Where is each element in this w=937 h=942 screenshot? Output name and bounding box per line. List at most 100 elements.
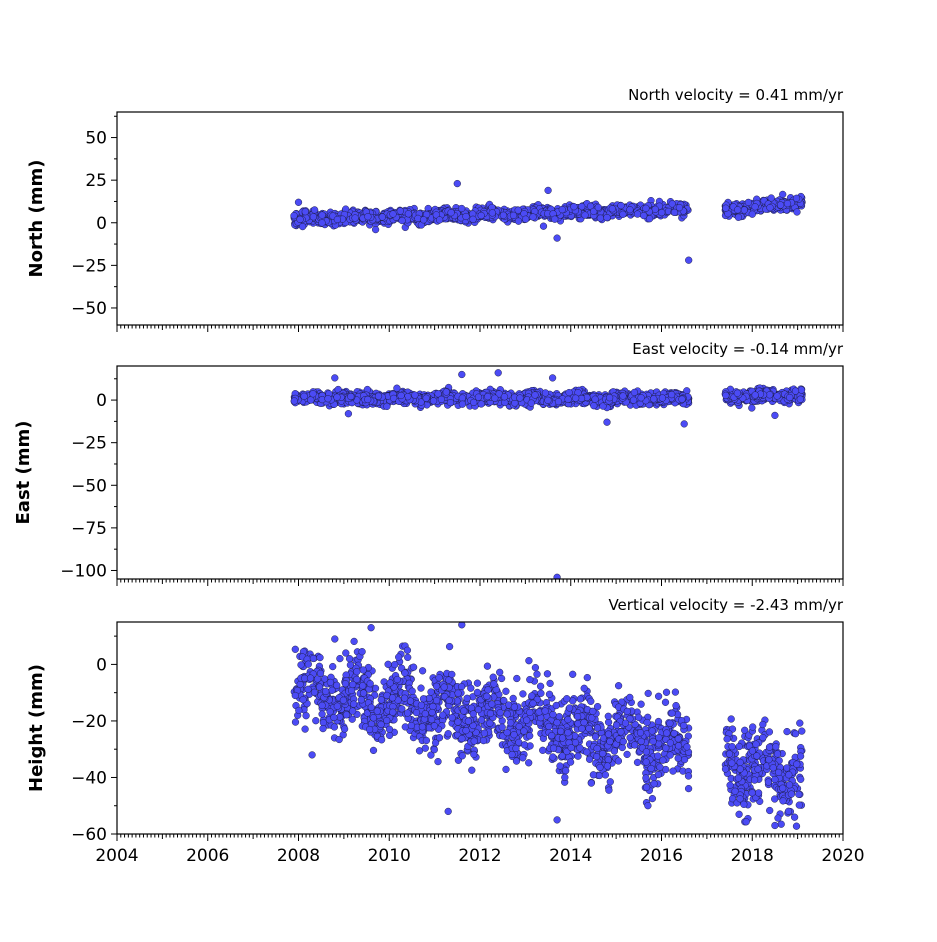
data-point: [565, 396, 572, 403]
data-point: [312, 717, 319, 724]
data-point: [520, 691, 527, 698]
data-point: [569, 671, 576, 678]
data-point: [681, 421, 688, 428]
data-point: [399, 217, 406, 224]
y-tick-label: −50: [71, 476, 107, 496]
data-point: [590, 771, 597, 778]
data-point: [364, 396, 371, 403]
data-point: [436, 674, 443, 681]
data-point: [774, 393, 781, 400]
data-point: [634, 211, 641, 218]
data-point: [500, 212, 507, 219]
data-point: [331, 375, 338, 382]
data-point: [325, 395, 332, 402]
data-point: [438, 396, 445, 403]
data-point: [474, 689, 481, 696]
data-point: [394, 385, 401, 392]
data-point: [431, 746, 438, 753]
y-tick-label: −100: [60, 561, 107, 581]
data-point: [540, 223, 547, 230]
y-tick-label: −25: [71, 256, 107, 276]
data-point: [500, 697, 507, 704]
data-point: [365, 213, 372, 220]
data-point: [681, 756, 688, 763]
data-point: [772, 412, 779, 419]
data-point: [722, 392, 729, 399]
data-point: [583, 749, 590, 756]
data-point: [302, 726, 309, 733]
height-points: [291, 621, 805, 829]
data-point: [673, 702, 680, 709]
data-point: [752, 203, 759, 210]
data-point: [679, 396, 686, 403]
data-point: [549, 375, 556, 382]
data-point: [544, 670, 551, 677]
data-point: [620, 211, 627, 218]
data-point: [311, 689, 318, 696]
data-point: [597, 215, 604, 222]
data-point: [588, 780, 595, 787]
data-point: [337, 655, 344, 662]
data-point: [767, 204, 774, 211]
east-y-axis-label: East (mm): [13, 421, 34, 525]
data-point: [526, 732, 533, 739]
data-point: [501, 393, 508, 400]
data-point: [640, 212, 647, 219]
data-point: [554, 235, 561, 242]
data-point: [609, 205, 616, 212]
data-point: [528, 400, 535, 407]
data-point: [752, 392, 759, 399]
data-point: [559, 206, 566, 213]
data-point: [545, 397, 552, 404]
data-point: [620, 393, 627, 400]
data-point: [631, 389, 638, 396]
data-point: [734, 206, 741, 213]
data-point: [398, 392, 405, 399]
data-point: [319, 212, 326, 219]
data-point: [577, 696, 584, 703]
data-point: [423, 395, 430, 402]
data-point: [503, 688, 510, 695]
data-point: [648, 765, 655, 772]
data-point: [722, 205, 729, 212]
data-point: [372, 226, 379, 233]
data-point: [571, 203, 578, 210]
data-point: [436, 217, 443, 224]
y-tick-label: 0: [96, 391, 107, 411]
data-point: [334, 216, 341, 223]
data-point: [397, 208, 404, 215]
east-velocity-title: East velocity = -0.14 mm/yr: [632, 340, 844, 358]
data-point: [291, 212, 298, 219]
data-point: [532, 664, 539, 671]
data-point: [310, 213, 317, 220]
data-point: [793, 195, 800, 202]
data-point: [630, 397, 637, 404]
data-point: [420, 216, 427, 223]
data-point: [572, 395, 579, 402]
data-point: [798, 387, 805, 394]
data-point: [595, 204, 602, 211]
data-point: [404, 654, 411, 661]
data-point: [379, 214, 386, 221]
data-point: [302, 208, 309, 215]
data-point: [329, 663, 336, 670]
data-point: [295, 707, 302, 714]
data-point: [386, 732, 393, 739]
y-tick-label: −50: [71, 299, 107, 319]
data-point: [786, 394, 793, 401]
data-point: [670, 768, 677, 775]
data-point: [384, 403, 391, 410]
data-point: [667, 720, 674, 727]
data-point: [378, 736, 385, 743]
data-point: [521, 728, 528, 735]
data-point: [491, 395, 498, 402]
data-point: [777, 202, 784, 209]
data-point: [510, 212, 517, 219]
data-point: [299, 223, 306, 230]
data-point: [537, 683, 544, 690]
data-point: [532, 392, 539, 399]
data-point: [410, 664, 417, 671]
data-point: [635, 714, 642, 721]
